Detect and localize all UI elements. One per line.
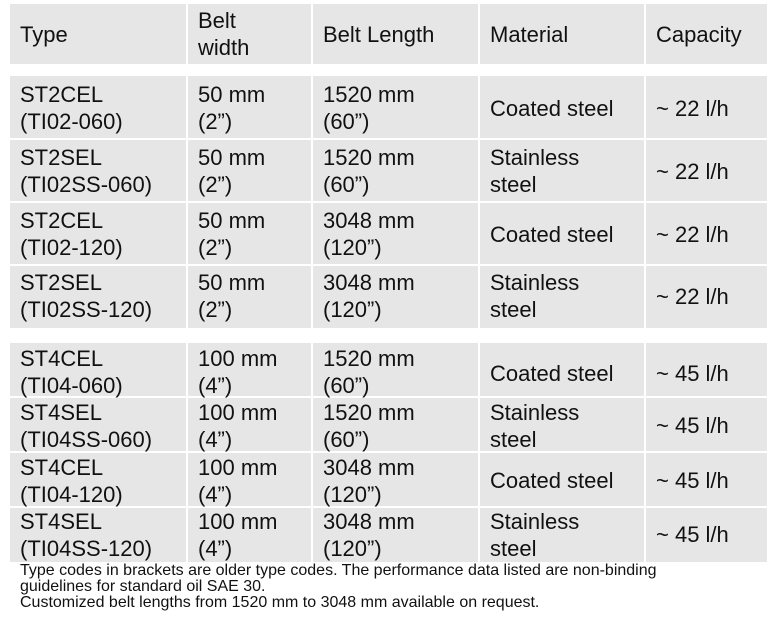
- type-cell: ST4SEL (TI04SS-120): [20, 508, 153, 561]
- material-cell: Coated steel: [490, 221, 614, 247]
- header-row: Type Belt width Belt Length Material Cap…: [10, 4, 767, 64]
- table-row: ST4CEL (TI04-120) 100 mm (4”) 3048 mm (1…: [10, 454, 767, 507]
- length-cell: 3048 mm (120”): [323, 508, 415, 561]
- table-row: ST2CEL (TI02-060) 50 mm (2”) 1520 mm (60…: [10, 78, 767, 138]
- material-cell: Coated steel: [490, 361, 614, 386]
- type-cell: ST4CEL (TI04-060): [20, 345, 123, 398]
- length-cell: 3048 mm (120”): [323, 208, 415, 260]
- length-cell: 1520 mm (60”): [323, 82, 415, 134]
- length-cell: 1520 mm (60”): [323, 145, 415, 197]
- width-cell: 100 mm (4”): [198, 345, 278, 398]
- width-cell: 50 mm (2”): [198, 82, 266, 134]
- table-row: ST2SEL (TI02SS-120) 50 mm (2”) 3048 mm (…: [10, 266, 767, 326]
- material-cell: Coated steel: [490, 468, 614, 493]
- width-cell: 50 mm (2”): [198, 270, 266, 322]
- length-cell: 1520 mm (60”): [323, 345, 415, 398]
- table-row: ST4SEL (TI04SS-120) 100 mm (4”) 3048 mm …: [10, 508, 767, 561]
- capacity-cell: ~ 45 l/h: [656, 522, 729, 547]
- table-row: ST2SEL (TI02SS-060) 50 mm (2”) 1520 mm (…: [10, 141, 767, 201]
- material-cell: Stainless steel: [490, 145, 580, 197]
- footnote-line: guidelines for standard oil SAE 30.: [20, 578, 266, 595]
- type-cell: ST4CEL (TI04-120): [20, 454, 123, 507]
- table-row: ST4SEL (TI04SS-060) 100 mm (4”) 1520 mm …: [10, 399, 767, 452]
- type-cell: ST2CEL (TI02-120): [20, 208, 123, 260]
- header-belt-length: Belt Length: [323, 21, 435, 47]
- table-body-group-1: [10, 76, 767, 328]
- material-cell: Stainless steel: [490, 508, 580, 561]
- length-cell: 1520 mm (60”): [323, 399, 415, 452]
- type-cell: ST4SEL (TI04SS-060): [20, 399, 153, 452]
- type-cell: ST2CEL (TI02-060): [20, 82, 123, 134]
- footnotes: Type codes in brackets are older type co…: [20, 563, 760, 611]
- table-row: ST4CEL (TI04-060) 100 mm (4”) 1520 mm (6…: [10, 345, 767, 398]
- footnote-line: Type codes in brackets are older type co…: [20, 562, 657, 579]
- header-belt-width: Belt width: [198, 8, 250, 60]
- capacity-cell: ~ 22 l/h: [656, 283, 729, 309]
- header-material: Material: [490, 21, 569, 47]
- width-cell: 100 mm (4”): [198, 454, 278, 507]
- width-cell: 100 mm (4”): [198, 399, 278, 452]
- capacity-cell: ~ 45 l/h: [656, 361, 729, 386]
- material-cell: Coated steel: [490, 95, 614, 121]
- capacity-cell: ~ 45 l/h: [656, 468, 729, 493]
- length-cell: 3048 mm (120”): [323, 454, 415, 507]
- capacity-cell: ~ 22 l/h: [656, 221, 729, 247]
- footnote-line: Customized belt lengths from 1520 mm to …: [20, 594, 540, 611]
- table-row: ST2CEL (TI02-120) 50 mm (2”) 3048 mm (12…: [10, 204, 767, 264]
- width-cell: 50 mm (2”): [198, 145, 266, 197]
- capacity-cell: ~ 22 l/h: [656, 95, 729, 121]
- header-type: Type: [20, 21, 68, 47]
- width-cell: 50 mm (2”): [198, 208, 266, 260]
- capacity-cell: ~ 22 l/h: [656, 158, 729, 184]
- table-body-group-2: [10, 343, 767, 562]
- capacity-cell: ~ 45 l/h: [656, 413, 729, 438]
- width-cell: 100 mm (4”): [198, 508, 278, 561]
- length-cell: 3048 mm (120”): [323, 270, 415, 322]
- type-cell: ST2SEL (TI02SS-060): [20, 145, 153, 197]
- material-cell: Stainless steel: [490, 270, 580, 322]
- material-cell: Stainless steel: [490, 399, 580, 452]
- type-cell: ST2SEL (TI02SS-120): [20, 270, 153, 322]
- header-capacity: Capacity: [656, 21, 742, 47]
